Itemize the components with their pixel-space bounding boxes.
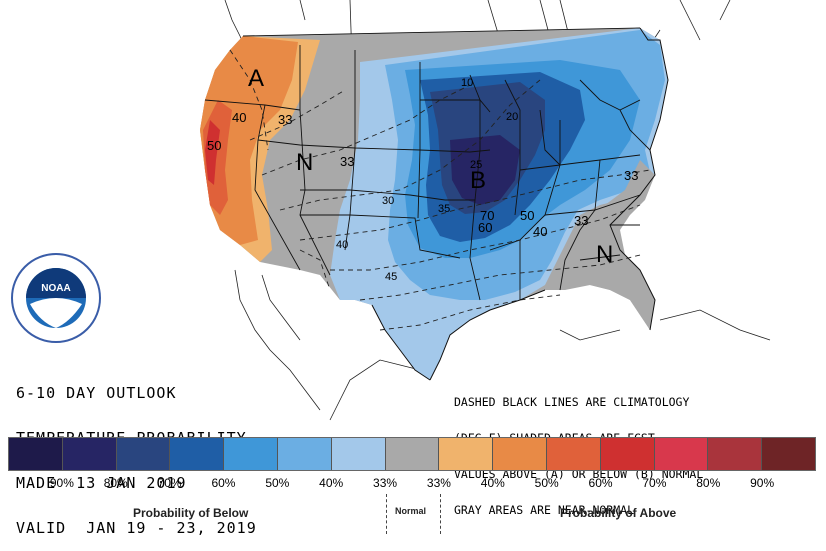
legend-tick-label: 80% <box>696 476 721 490</box>
contour-label: 33 <box>624 168 638 183</box>
normal-divider-right <box>440 494 441 534</box>
legend-swatch <box>331 438 386 470</box>
contour-label: 40 <box>533 224 547 239</box>
contour-label: 45 <box>385 271 397 283</box>
zone-label-normal: N <box>596 241 613 268</box>
legend-tick-label: 50% <box>534 476 559 490</box>
contour-label: 40 <box>232 110 246 125</box>
legend-swatch <box>762 438 815 470</box>
legend-swatch <box>654 438 709 470</box>
contour-label: 20 <box>506 111 518 123</box>
legend-swatch <box>385 438 440 470</box>
probability-color-bar <box>8 437 816 471</box>
legend-swatch <box>62 438 117 470</box>
legend-tick-label: 70% <box>157 476 182 490</box>
legend-swatch <box>708 438 763 470</box>
legend-swatch <box>116 438 171 470</box>
legend-swatch <box>277 438 332 470</box>
legend-tick-label: 60% <box>588 476 613 490</box>
contour-label: 33 <box>278 112 292 127</box>
normal-divider-left <box>386 494 387 534</box>
contour-label: 60 <box>478 220 492 235</box>
above-label: Probability of Above <box>560 506 677 520</box>
contour-label: 25 <box>470 159 482 171</box>
legend-tick-label: 40% <box>480 476 505 490</box>
zone-label-above: A <box>248 65 264 92</box>
legend-tick-label: 50% <box>265 476 290 490</box>
legend-swatch <box>170 438 225 470</box>
legend-tick-label: 33% <box>373 476 398 490</box>
contour-label: 35 <box>438 203 450 215</box>
zone-label-below: B <box>470 167 486 194</box>
contour-label: 30 <box>382 195 394 207</box>
legend-swatch <box>546 438 601 470</box>
normal-label: Normal <box>395 506 427 516</box>
legend-swatch <box>9 438 63 470</box>
noaa-logo: NOAA <box>11 253 101 343</box>
contour-label: 10 <box>461 77 473 89</box>
legend-tick-label: 90% <box>750 476 775 490</box>
note-line: DASHED BLACK LINES ARE CLIMATOLOGY <box>454 395 690 409</box>
legend-swatch <box>439 438 494 470</box>
legend-swatch <box>224 438 278 470</box>
contour-label: 50 <box>520 208 534 223</box>
legend-tick-label: 80% <box>103 476 128 490</box>
contour-label: 33 <box>340 154 354 169</box>
legend-tick-label: 40% <box>319 476 344 490</box>
contour-label: 40 <box>336 239 348 251</box>
legend-tick-label: 33% <box>426 476 451 490</box>
note-line: VALUES ABOVE (A) OR BELOW (B) NORMAL <box>454 467 704 481</box>
legend-tick-label: 60% <box>211 476 236 490</box>
contour-label: 33 <box>574 213 588 228</box>
note-line: GRAY AREAS ARE NEAR-NORMAL <box>454 503 635 517</box>
title-line: 6-10 DAY OUTLOOK <box>16 384 177 402</box>
made-date: MADE 13 JAN 2019 <box>16 474 187 492</box>
contour-label: 70 <box>480 208 494 223</box>
svg-text:NOAA: NOAA <box>41 283 70 294</box>
legend-swatch <box>493 438 547 470</box>
legend-swatch <box>600 438 655 470</box>
zone-label-normal: N <box>296 149 313 176</box>
outlook-map: 40 33 50 33 10 20 25 30 35 40 45 70 60 5… <box>200 0 771 421</box>
legend-tick-label: 70% <box>642 476 667 490</box>
valid-dates: VALID JAN 19 - 23, 2019 <box>16 519 257 537</box>
below-label: Probability of Below <box>133 506 249 520</box>
legend-tick-label: 90% <box>49 476 74 490</box>
probability-ticks: 90% 80% 70% 60% 50% 40% 33% 33% 40% 50% 60% 70% 80% 9… <box>8 476 816 492</box>
contour-label: 50 <box>207 138 221 153</box>
